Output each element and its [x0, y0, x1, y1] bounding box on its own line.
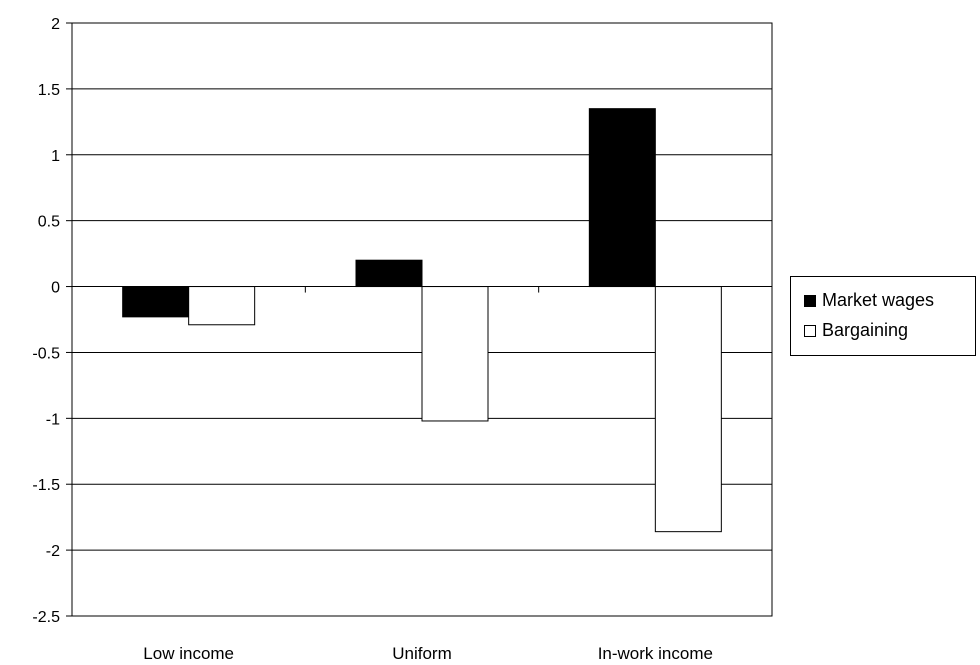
legend-item-market-wages: Market wages	[804, 290, 934, 311]
x-tick-label: In-work income	[598, 644, 713, 663]
y-tick-label: 1.5	[38, 82, 60, 99]
axes	[66, 22, 773, 617]
y-tick-label: -1	[46, 411, 60, 428]
bar-bargaining-1	[421, 286, 489, 422]
legend-item-bargaining: Bargaining	[804, 320, 908, 341]
legend-label-market-wages: Market wages	[822, 290, 935, 310]
plot-frame	[71, 22, 773, 617]
bar-bargaining-2	[654, 286, 722, 533]
y-tick-label: -1.5	[32, 477, 60, 494]
legend-label-bargaining: Bargaining	[822, 320, 909, 340]
y-tick-label: -0.5	[32, 345, 60, 362]
bar-bargaining-0	[188, 286, 256, 326]
y-tick-label: -2	[46, 543, 60, 560]
bar-market-wages-1	[355, 259, 423, 288]
y-tick-label: 0.5	[38, 214, 60, 231]
y-tick-label: 2	[51, 16, 60, 33]
bar-market-wages-0	[122, 286, 190, 318]
legend-swatch-market-wages	[804, 294, 816, 307]
x-tick-labels: Low income Uniform In-work income	[143, 644, 713, 663]
bars	[122, 108, 722, 533]
x-tick-label: Low income	[143, 644, 234, 663]
y-tick-label: 0	[51, 280, 60, 297]
y-tick-labels: 2 1.5 1 0.5 0 -0.5 -1 -1.5 -2 -2.5	[32, 16, 60, 626]
y-tick-label: 1	[51, 148, 60, 165]
bar-market-wages-2	[588, 108, 656, 288]
legend-swatch-bargaining	[804, 324, 816, 337]
x-tick-label: Uniform	[392, 644, 452, 663]
legend: Market wages Bargaining	[790, 276, 976, 356]
y-tick-label: -2.5	[32, 609, 60, 626]
